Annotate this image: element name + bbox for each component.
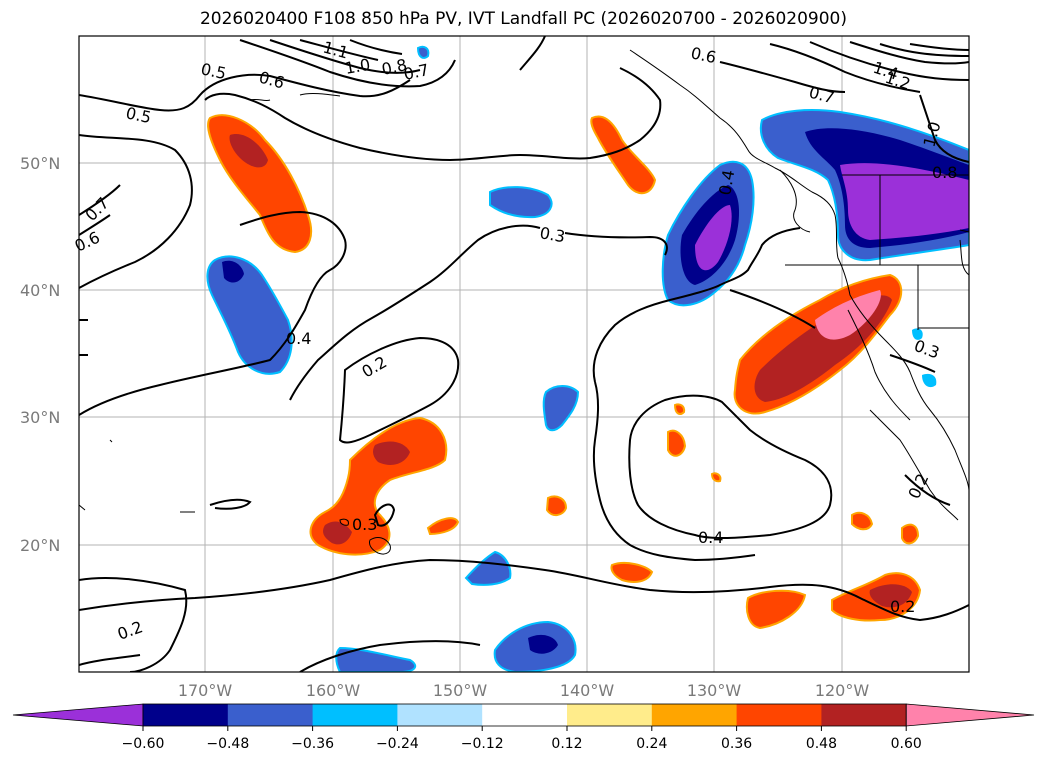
colorbar-tick-label: −0.24 <box>376 736 419 752</box>
colorbar-segment <box>143 704 229 726</box>
colorbar-tick-label: −0.48 <box>206 736 249 752</box>
colorbar-ticks: −0.60 −0.48 −0.36 −0.24 −0.12 0.12 0.24 0.36 0.4… <box>122 726 922 752</box>
lat-label-20n: 20°N <box>20 536 60 555</box>
colorbar-tick-label: −0.12 <box>461 736 504 752</box>
pv-label: 0.4 <box>698 528 723 547</box>
colorbar-arrow-high <box>905 703 1035 727</box>
colorbar-tick-label: 0.48 <box>806 736 837 752</box>
colorbar-segment <box>227 704 314 726</box>
lat-label-40n: 40°N <box>20 281 60 300</box>
colorbar-segment <box>482 704 568 726</box>
pv-label: 0.2 <box>890 597 915 616</box>
colorbar-segment <box>312 704 398 726</box>
pv-label: 0.8 <box>380 55 409 79</box>
pv-label: 0.4 <box>715 168 738 196</box>
colorbar: −0.60 −0.48 −0.36 −0.24 −0.12 0.12 0.24 0.36 0.4… <box>12 703 1035 752</box>
pv-label: 0.6 <box>689 43 718 67</box>
colorbar-tick-label: 0.12 <box>551 736 582 752</box>
latitude-labels: 50°N 40°N 30°N 20°N <box>20 154 60 555</box>
colorbar-segments <box>12 703 1035 727</box>
map-title: 2026020400 F108 850 hPa PV, IVT Landfall… <box>199 9 847 29</box>
colorbar-tick-label: −0.36 <box>291 736 334 752</box>
lon-label-120w: 120°W <box>815 681 870 700</box>
lon-label-160w: 160°W <box>306 681 361 700</box>
colorbar-segment <box>651 704 738 726</box>
pv-label: 1.0 <box>343 55 371 78</box>
lat-label-30n: 30°N <box>20 408 60 427</box>
pv-contours <box>79 36 969 672</box>
lat-label-50n: 50°N <box>20 154 60 173</box>
lon-label-140w: 140°W <box>560 681 615 700</box>
pv-label: 0.5 <box>199 59 228 83</box>
pv-label: 0.7 <box>402 60 431 84</box>
pv-label: 0.3 <box>352 515 377 534</box>
pv-label: 0.4 <box>286 329 311 348</box>
lon-label-170w: 170°W <box>178 681 233 700</box>
colorbar-segment <box>567 704 653 726</box>
pv-label: 0.8 <box>932 163 957 182</box>
colorbar-tick-label: 0.60 <box>891 736 922 752</box>
colorbar-tick-label: 0.36 <box>721 736 752 752</box>
lon-label-150w: 150°W <box>433 681 488 700</box>
colorbar-segment <box>736 704 822 726</box>
longitude-labels: 170°W 160°W 150°W 140°W 130°W 120°W <box>178 681 870 700</box>
colorbar-frame <box>142 703 907 727</box>
lon-label-130w: 130°W <box>687 681 742 700</box>
pv-label: 0.5 <box>124 103 153 127</box>
colorbar-arrow-low <box>12 703 144 727</box>
pv-label: 0.3 <box>538 223 566 246</box>
colorbar-tick-label: 0.24 <box>636 736 667 752</box>
colorbar-segment <box>821 704 907 726</box>
ivt-negative-anomalies <box>206 45 969 672</box>
coastlines <box>79 49 969 555</box>
colorbar-segment <box>397 704 483 726</box>
colorbar-tick-label: −0.60 <box>122 736 165 752</box>
map-frame <box>78 35 970 673</box>
